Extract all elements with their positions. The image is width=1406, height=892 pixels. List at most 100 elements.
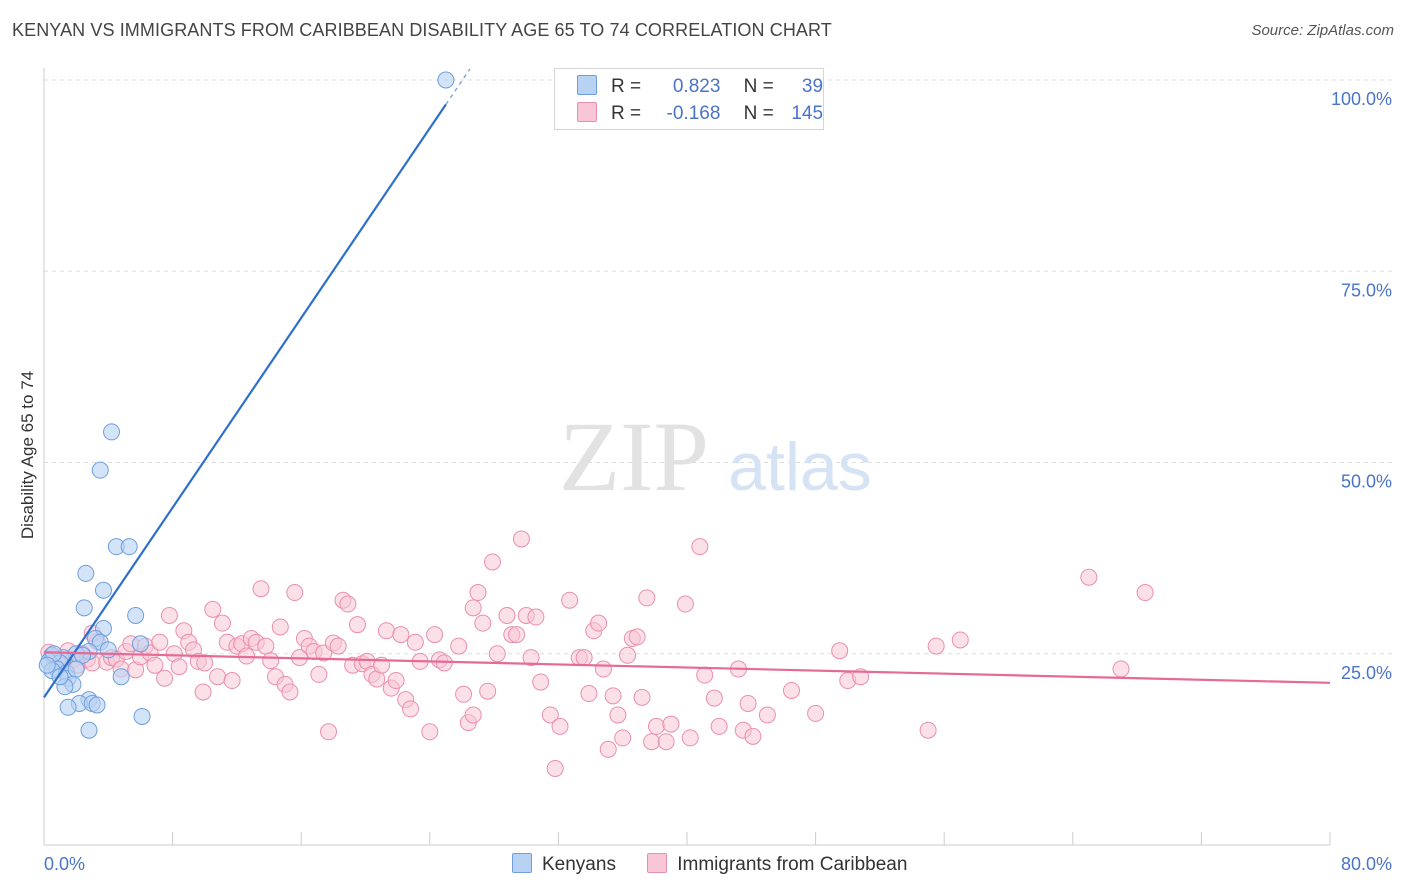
point-kenyan: [91, 461, 109, 479]
axes: [43, 68, 1331, 846]
point-caribbean: [744, 727, 762, 745]
point-caribbean: [348, 616, 366, 634]
point-caribbean: [609, 706, 627, 724]
legend-r-value-caribbean: -0.168: [666, 103, 721, 124]
legend-swatch-kenyans: [577, 75, 597, 95]
point-caribbean: [604, 687, 622, 705]
legend-r-label: R =: [611, 76, 642, 97]
trend-line-kenyan: [43, 103, 447, 698]
point-caribbean: [320, 723, 338, 741]
point-caribbean: [281, 683, 299, 701]
point-kenyan: [77, 564, 95, 582]
point-caribbean: [551, 717, 569, 735]
point-caribbean: [156, 669, 174, 687]
point-caribbean: [483, 553, 501, 571]
point-caribbean: [421, 723, 439, 741]
point-kenyan: [112, 668, 130, 686]
point-kenyan: [59, 698, 77, 716]
point-caribbean: [213, 614, 231, 632]
point-caribbean: [1080, 568, 1098, 586]
legend-n-label: N =: [743, 103, 774, 124]
point-caribbean: [151, 633, 169, 651]
point-caribbean: [647, 717, 665, 735]
point-kenyan: [67, 660, 85, 678]
point-caribbean: [662, 715, 680, 733]
point-caribbean: [590, 614, 608, 632]
point-caribbean: [479, 682, 497, 700]
point-caribbean: [561, 591, 579, 609]
point-caribbean: [426, 626, 444, 644]
point-caribbean: [146, 656, 164, 674]
point-caribbean: [377, 622, 395, 640]
point-caribbean: [628, 628, 646, 646]
legend-item-kenyans[interactable]: Kenyans: [512, 853, 616, 876]
point-caribbean: [196, 654, 214, 672]
stats-legend: R = 0.823 N = 39 R = -0.168 N = 145: [554, 68, 824, 130]
point-caribbean: [474, 614, 492, 632]
point-caribbean: [594, 660, 612, 678]
point-kenyan: [74, 646, 92, 664]
y-tick-label: 50.0%: [1341, 472, 1392, 492]
point-kenyan: [94, 581, 112, 599]
y-tick-label: 75.0%: [1341, 280, 1392, 300]
point-caribbean: [619, 646, 637, 664]
point-caribbean: [541, 706, 559, 724]
point-caribbean: [758, 706, 776, 724]
point-caribbean: [614, 729, 632, 747]
trend-line-kenyan-extension: [445, 68, 471, 105]
legend-n-value-caribbean: 145: [791, 103, 824, 124]
point-caribbean: [512, 530, 530, 548]
point-kenyan: [120, 538, 138, 556]
point-caribbean: [223, 672, 241, 690]
point-caribbean: [831, 642, 849, 660]
point-caribbean: [1136, 584, 1154, 602]
point-kenyan: [133, 707, 151, 725]
point-caribbean: [710, 717, 728, 735]
watermark-zip: ZIP: [559, 401, 709, 512]
point-caribbean: [387, 672, 405, 690]
legend-item-caribbean[interactable]: Immigrants from Caribbean: [647, 853, 907, 876]
point-caribbean: [782, 681, 800, 699]
point-caribbean: [464, 599, 482, 617]
point-kenyan: [75, 599, 93, 617]
point-caribbean: [498, 607, 516, 624]
point-caribbean: [532, 673, 550, 691]
legend-label-kenyans: Kenyans: [542, 854, 616, 875]
point-caribbean: [402, 700, 420, 718]
gridlines: [44, 79, 1392, 655]
point-caribbean: [681, 729, 699, 747]
trend-line-caribbean: [43, 651, 1331, 684]
point-caribbean: [580, 685, 598, 703]
point-kenyan: [437, 71, 455, 89]
point-kenyan: [38, 656, 56, 674]
point-caribbean: [310, 665, 328, 683]
point-caribbean: [676, 595, 694, 613]
legend-r-label: R =: [611, 103, 642, 124]
point-caribbean: [450, 637, 468, 655]
point-caribbean: [919, 721, 937, 739]
point-kenyan: [88, 696, 106, 714]
legend-r-value-kenyans: 0.823: [672, 76, 721, 97]
legend-n-value-kenyans: 39: [801, 76, 824, 97]
point-kenyan: [99, 641, 117, 659]
point-caribbean: [204, 600, 222, 618]
source-label: Source: ZipAtlas.com: [1251, 22, 1394, 39]
point-caribbean: [209, 668, 227, 686]
point-caribbean: [170, 658, 188, 676]
point-caribbean: [271, 618, 289, 636]
point-caribbean: [257, 637, 275, 655]
legend-row-caribbean: R = -0.168 N = 145: [577, 102, 823, 126]
point-caribbean: [633, 688, 651, 706]
tick-labels: 25.0% 50.0% 75.0% 100.0% 0.0% 80.0%: [44, 89, 1392, 874]
x-tick-label-max: 80.0%: [1341, 854, 1392, 874]
point-caribbean: [705, 689, 723, 707]
point-caribbean: [807, 704, 825, 722]
point-caribbean: [392, 626, 410, 644]
point-caribbean: [696, 666, 714, 684]
point-caribbean: [575, 649, 593, 667]
point-caribbean: [488, 645, 506, 663]
point-caribbean: [739, 694, 757, 712]
legend-swatch-kenyans: [512, 853, 532, 873]
legend-swatch-caribbean: [577, 102, 597, 122]
